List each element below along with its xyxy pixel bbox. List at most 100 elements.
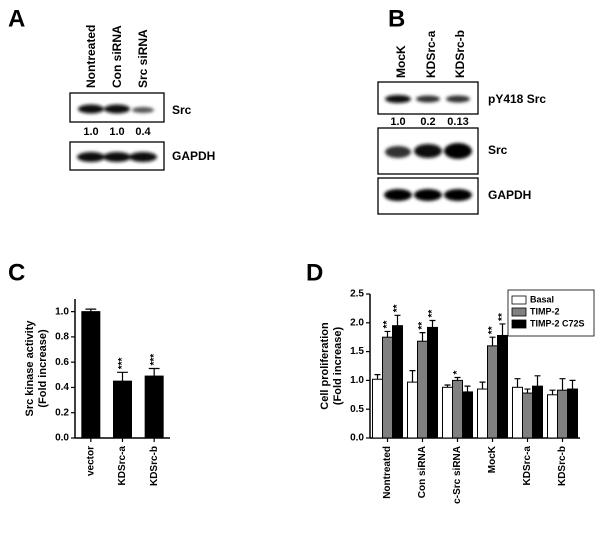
- error-bar: [117, 371, 128, 382]
- bar: [144, 375, 164, 439]
- error-bar: [499, 323, 506, 336]
- lane-label: KDSrc-b: [453, 30, 467, 78]
- band: [384, 189, 412, 201]
- lane-label: Nontreated: [84, 25, 98, 88]
- legend-swatch: [511, 319, 527, 329]
- significance: **: [487, 326, 498, 334]
- bar: [427, 326, 438, 439]
- band: [77, 152, 105, 162]
- blot-label: GAPDH: [488, 188, 531, 202]
- error-bar: [524, 388, 531, 394]
- quant: 1.0: [390, 116, 405, 128]
- blot-label: Src: [172, 103, 192, 117]
- error-bar: [479, 381, 486, 390]
- y-axis-label: (Fold increase): [37, 329, 49, 408]
- quant: 0.2: [420, 116, 435, 128]
- bands: [385, 143, 472, 159]
- bands: [77, 152, 157, 162]
- significance: ***: [117, 358, 128, 370]
- y-tick-label: 2.0: [350, 317, 364, 328]
- y-tick-label: 0.8: [55, 332, 69, 343]
- panel-letter: B: [388, 5, 405, 32]
- y-tick-label: 2.5: [350, 289, 364, 300]
- bar: [512, 386, 523, 439]
- x-tick-label: vector: [85, 446, 96, 476]
- legend-label: TIMP-2: [530, 306, 560, 316]
- y-tick-label: 0.0: [55, 433, 69, 444]
- error-bar: [454, 376, 461, 381]
- y-axis-label: (Fold increase): [332, 327, 344, 406]
- significance: **: [392, 304, 403, 312]
- band: [103, 152, 131, 162]
- y-tick-label: 0.4: [55, 382, 69, 393]
- error-bar: [409, 370, 416, 383]
- band: [416, 95, 440, 103]
- bar: [113, 380, 132, 439]
- bar: [392, 325, 403, 439]
- panel-a: A Nontreated Con siRNA Src siRNA Src 1.0…: [8, 5, 215, 171]
- x-tick-label: KDSrc-a: [117, 446, 128, 486]
- band: [444, 143, 472, 159]
- error-bar: [559, 378, 566, 391]
- y-tick-label: 0.0: [350, 433, 364, 444]
- bar: [487, 345, 498, 439]
- legend-label: Basal: [530, 294, 554, 304]
- error-bar: [419, 331, 426, 342]
- bar: [81, 311, 101, 439]
- quant: 0.4: [135, 126, 151, 138]
- bar: [462, 391, 473, 439]
- bar: [417, 340, 428, 439]
- bar: [567, 388, 578, 439]
- band: [78, 104, 104, 114]
- y-tick-label: 1.0: [55, 306, 69, 317]
- panel-letter: C: [8, 259, 25, 286]
- bar: [522, 392, 533, 439]
- legend-label: TIMP-2 C72S: [530, 318, 585, 328]
- y-tick-label: 0.6: [55, 357, 69, 368]
- bar: [372, 378, 383, 439]
- y-tick-label: 0.2: [55, 407, 69, 418]
- error-bar: [464, 385, 471, 392]
- blot-label: pY418 Src: [488, 92, 546, 106]
- bar: [497, 334, 508, 439]
- error-bar: [429, 319, 436, 328]
- significance: ***: [149, 354, 160, 366]
- band: [104, 104, 130, 114]
- bar: [452, 379, 463, 439]
- bar: [382, 336, 393, 439]
- error-bar: [85, 308, 97, 312]
- error-bar: [148, 367, 160, 377]
- band: [385, 95, 411, 103]
- band: [414, 144, 442, 158]
- blot-label: GAPDH: [172, 149, 215, 163]
- bar: [532, 385, 543, 439]
- band: [385, 146, 411, 158]
- lane-label: MocK: [394, 45, 408, 78]
- x-tick-label: Nontreated: [382, 446, 393, 499]
- error-bar: [489, 336, 496, 346]
- bands: [384, 189, 472, 201]
- bar: [442, 386, 453, 439]
- y-axis-label: Src kinase activity: [24, 320, 36, 417]
- significance: *: [452, 371, 463, 375]
- x-tick-label: KDSrc-b: [557, 446, 568, 486]
- legend-swatch: [511, 295, 527, 305]
- error-bar: [514, 378, 521, 388]
- band: [446, 95, 470, 103]
- lane-label: Src siRNA: [136, 29, 150, 88]
- bar: [477, 388, 488, 439]
- quant: 0.13: [447, 116, 468, 128]
- quant: 1.0: [109, 126, 124, 138]
- y-tick-label: 1.5: [350, 346, 364, 357]
- panel-letter: A: [8, 5, 25, 32]
- band: [132, 107, 154, 113]
- lane-label: KDSrc-a: [424, 30, 438, 78]
- error-bar: [444, 384, 451, 388]
- y-tick-label: 1.0: [350, 375, 364, 386]
- error-bar: [569, 379, 576, 390]
- significance: **: [497, 313, 508, 321]
- quant: 1.0: [83, 126, 98, 138]
- x-tick-label: KDSrc-a: [522, 446, 533, 486]
- blot-label: Src: [488, 143, 508, 157]
